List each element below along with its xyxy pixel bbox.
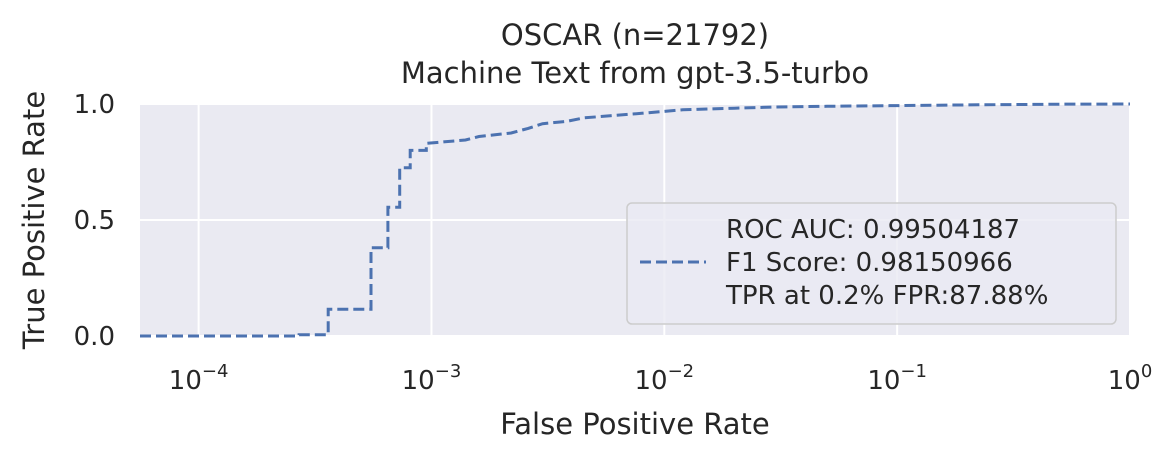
chart-subtitle: Machine Text from gpt-3.5-turbo <box>401 56 869 90</box>
x-tick-label: 10−2 <box>634 361 694 396</box>
y-tick-labels: 0.0 0.5 1.0 <box>74 90 115 352</box>
x-tick-label: 100 <box>1108 361 1153 396</box>
x-tick-exponent: −3 <box>435 361 462 382</box>
x-tick-labels: 10−4 10−3 10−2 10−1 100 <box>169 361 1152 396</box>
x-tick-exponent: −1 <box>900 361 927 382</box>
legend-tpr-at-fpr: TPR at 0.2% FPR:87.88% <box>725 281 1048 311</box>
legend-roc-auc: ROC AUC: 0.99504187 <box>726 215 1020 245</box>
x-tick-exponent: −4 <box>202 361 229 382</box>
y-tick-label: 0.5 <box>74 206 115 236</box>
legend: ROC AUC: 0.99504187 F1 Score: 0.98150966… <box>626 202 1117 325</box>
x-tick-base: 10 <box>634 366 667 396</box>
legend-f1-score: F1 Score: 0.98150966 <box>726 248 1013 278</box>
roc-curve <box>140 102 1131 338</box>
y-tick-label: 1.0 <box>74 90 115 120</box>
y-tick-label: 0.0 <box>74 322 115 352</box>
chart-title: OSCAR (n=21792) <box>501 18 769 52</box>
x-tick-label: 10−3 <box>402 361 462 396</box>
x-tick-exponent: 0 <box>1141 361 1152 382</box>
x-tick-base: 10 <box>402 366 435 396</box>
x-tick-base: 10 <box>867 366 900 396</box>
x-tick-label: 10−1 <box>867 361 927 396</box>
legend-box <box>626 202 1117 325</box>
x-tick-exponent: −2 <box>668 361 695 382</box>
x-tick-label: 10−4 <box>169 361 229 396</box>
x-tick-base: 10 <box>169 366 202 396</box>
x-tick-base: 10 <box>1108 366 1141 396</box>
x-axis-label: False Positive Rate <box>500 407 770 441</box>
y-axis-label: True Positive Rate <box>17 91 51 350</box>
